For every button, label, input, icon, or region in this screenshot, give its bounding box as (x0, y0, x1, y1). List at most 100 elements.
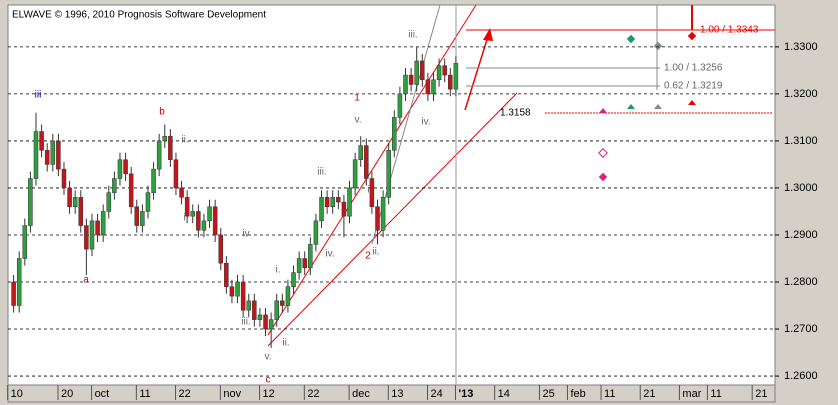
candle-body (179, 187, 184, 198)
candle-body (84, 225, 89, 250)
candle-body (257, 314, 263, 320)
wave-label: 1 (354, 93, 360, 104)
candle-body (291, 272, 296, 287)
candle-body (106, 192, 112, 212)
x-tick-label: 12 (263, 388, 275, 400)
candle-body (448, 74, 453, 90)
candle-body (134, 206, 140, 226)
candle-body (11, 281, 16, 306)
candle-body (224, 262, 229, 287)
candle-body (229, 286, 235, 297)
candle-body (453, 63, 459, 90)
candle-body (44, 150, 50, 165)
x-tick-label: 21 (643, 388, 655, 400)
candle-body (196, 211, 201, 231)
x-tick-label: '13 (458, 388, 473, 400)
target-label: 0.62 / 1.3219 (664, 81, 723, 92)
x-tick-label: 11 (710, 388, 721, 400)
candle-body (313, 220, 319, 245)
target-label: 1.00 / 1.3343 (700, 25, 759, 36)
channel-line (267, 92, 518, 347)
candle-body (235, 281, 240, 297)
target-label: 1.3158 (500, 108, 531, 119)
candle-body (162, 135, 168, 142)
candle-body (408, 74, 414, 85)
wave-label: i. (368, 185, 373, 196)
candle-body (397, 93, 403, 118)
candle-body (50, 140, 56, 165)
candle-body (61, 168, 67, 189)
candle-body (112, 178, 117, 193)
wave-label: iii (35, 90, 42, 101)
candle-body (252, 300, 257, 320)
wave-label: i. (184, 213, 189, 224)
y-tick-label: 1.3100 (784, 135, 818, 147)
candle-body (442, 65, 447, 76)
candle-body (380, 197, 386, 231)
x-tick-label: 11 (139, 388, 150, 400)
candle-body (207, 206, 212, 222)
triangle (627, 104, 635, 109)
candle-body (364, 145, 369, 179)
candle-body (302, 258, 307, 269)
candle-body (285, 286, 291, 306)
wave-label: iii. (408, 30, 417, 41)
x-tick-label: 14 (498, 388, 510, 400)
candle-body (336, 197, 341, 203)
y-tick-label: 1.2700 (784, 323, 818, 335)
candle-body (123, 159, 128, 175)
x-tick-label: 25 (542, 388, 554, 400)
candle-body (78, 197, 84, 226)
wave-label: c (266, 375, 271, 386)
wave-label: ii. (282, 338, 289, 349)
triangle (599, 108, 607, 113)
candle-body (212, 206, 218, 236)
candle-body (280, 300, 285, 306)
candle-body (151, 168, 156, 193)
wave-label: ii. (372, 247, 379, 258)
candle-body (33, 131, 39, 179)
candle-body (341, 201, 347, 217)
arrow (464, 29, 491, 111)
wave-label: i. (276, 265, 281, 276)
x-tick-label: dec (352, 388, 370, 400)
candle-body (173, 159, 179, 189)
y-tick-label: 1.3300 (784, 41, 818, 53)
candle-body (140, 211, 145, 226)
candle-body (246, 300, 251, 311)
candle-body (16, 258, 22, 306)
candle-body (268, 319, 274, 330)
x-tick-label: 11 (604, 388, 615, 400)
candle-body (67, 187, 72, 208)
x-tick-label: oct (95, 388, 110, 400)
arrow-head (483, 28, 493, 41)
candle-body (72, 197, 78, 208)
candle-body (308, 244, 313, 269)
plot-area (7, 4, 776, 386)
candle-body (168, 135, 173, 160)
y-tick-label: 1.3000 (784, 182, 818, 194)
candle-body (263, 314, 268, 330)
y-tick-label: 1.3200 (784, 88, 818, 100)
triangle (654, 104, 662, 109)
x-tick-label: 10 (11, 388, 23, 400)
candle-body (403, 74, 408, 95)
wave-label: a (83, 275, 89, 286)
candle-body (28, 178, 33, 226)
candle-body (420, 60, 425, 81)
candle-body (274, 300, 279, 320)
wave-label: v. (354, 115, 361, 126)
x-tick-label: 13 (391, 388, 403, 400)
candle-body (296, 258, 302, 273)
candle-body (330, 197, 335, 208)
candle-body (369, 178, 375, 208)
x-tick-label: 22 (307, 388, 319, 400)
x-tick-label: nov (223, 388, 241, 400)
candle-body (184, 197, 190, 217)
candle-body (386, 150, 391, 198)
wave-label: v. (264, 352, 271, 363)
x-tick-label: 24 (430, 388, 442, 400)
candle-body (414, 60, 419, 85)
diamond (598, 148, 608, 158)
chart-title: ELWAVE © 1996, 2010 Prognosis Software D… (12, 10, 266, 21)
